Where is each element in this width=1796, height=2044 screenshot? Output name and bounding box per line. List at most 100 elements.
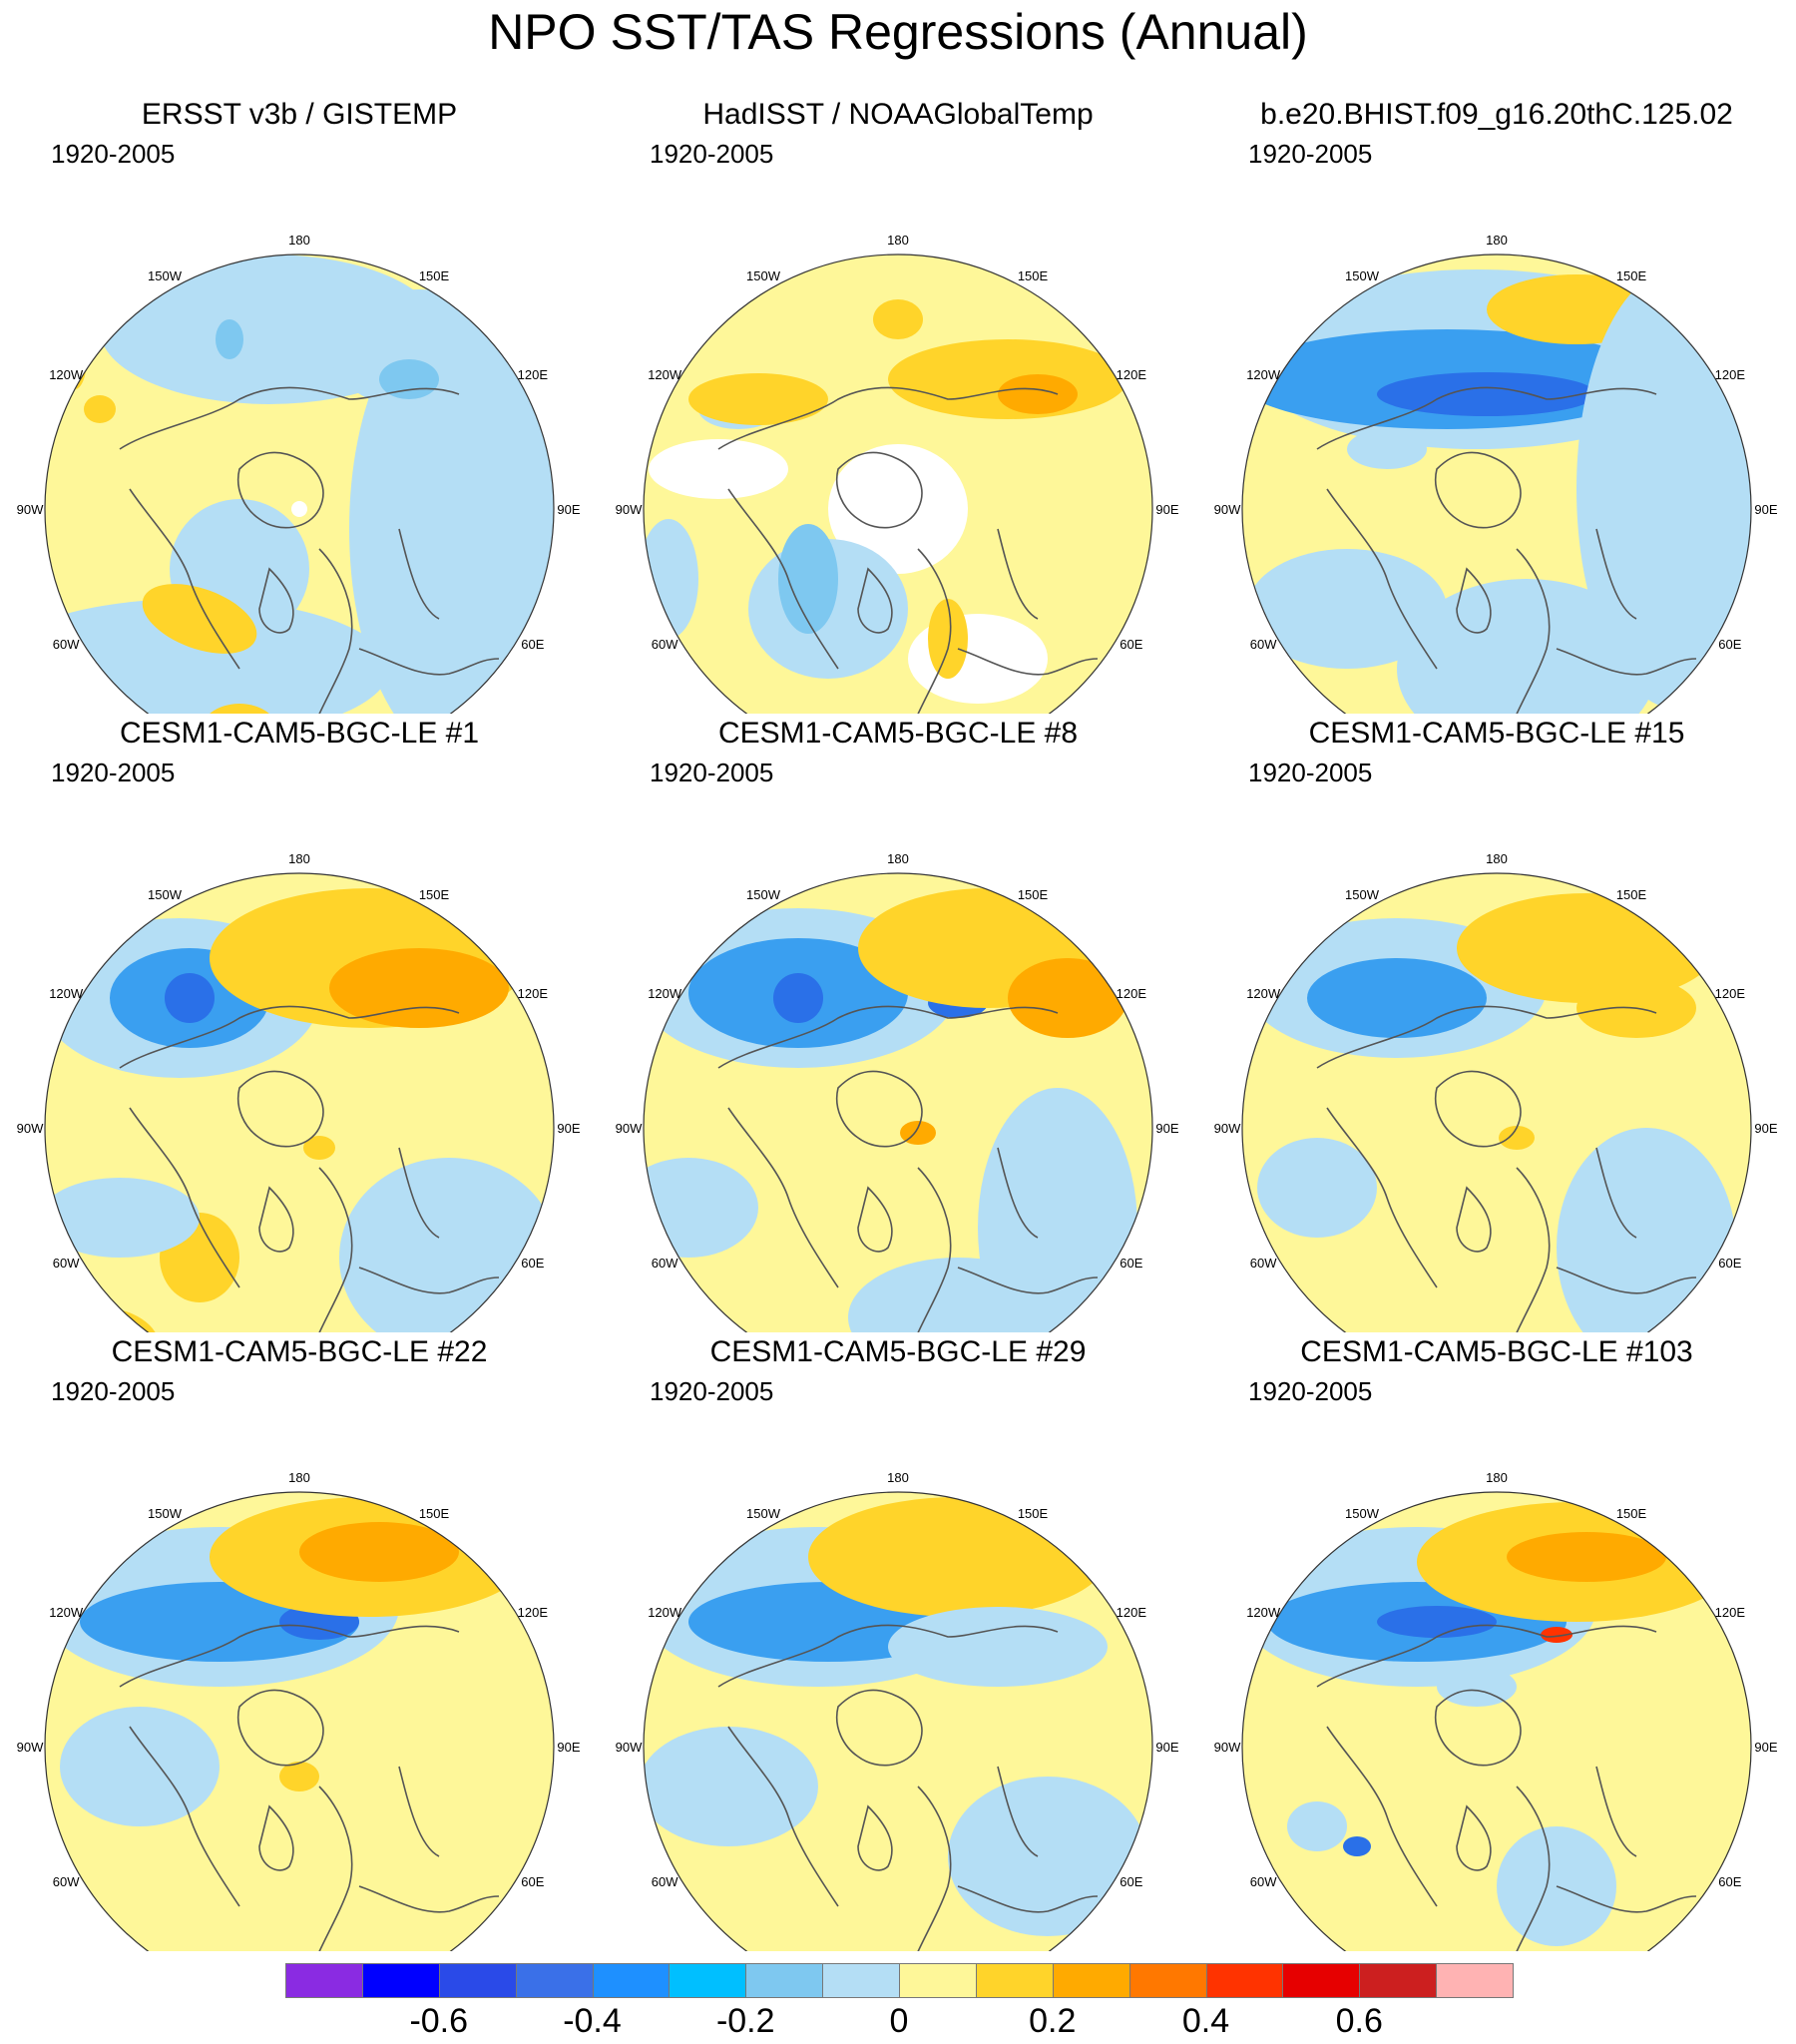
colorbar-swatch xyxy=(1436,1963,1514,1998)
panel-title: CESM1-CAM5-BGC-LE #103 xyxy=(1300,1335,1693,1368)
coastline xyxy=(997,528,1039,620)
coastline xyxy=(308,1786,353,1951)
longitude-label: 60E xyxy=(1718,1874,1741,1889)
longitude-label: 180 xyxy=(887,233,909,248)
longitude-label: 150E xyxy=(419,887,450,902)
longitude-label: 150E xyxy=(1616,268,1647,283)
longitude-label: 60W xyxy=(1250,637,1277,652)
coastline xyxy=(358,648,500,676)
map-panel: b.e20.BHIST.f09_g16.20thC.125.02 1920-200… xyxy=(1197,95,1796,714)
longitude-label: 90E xyxy=(1155,1121,1178,1136)
coastline xyxy=(957,648,1099,676)
coastline xyxy=(358,1267,500,1294)
longitude-label: 120W xyxy=(648,1605,682,1620)
longitude-label: 180 xyxy=(1486,233,1508,248)
longitude-label: 60E xyxy=(1120,637,1142,652)
coastline xyxy=(129,1107,240,1288)
longitude-label: 150E xyxy=(1018,887,1049,902)
coastline xyxy=(1435,1689,1522,1767)
coastline xyxy=(1506,1167,1551,1332)
longitude-label: 90E xyxy=(1754,1740,1777,1755)
coastline xyxy=(1316,386,1657,450)
coastline xyxy=(1506,548,1551,714)
coastline xyxy=(258,567,294,634)
regression-contour-zero-neg xyxy=(948,1777,1147,1936)
longitude-label: 60E xyxy=(1718,1256,1741,1271)
coastline xyxy=(119,386,460,450)
longitude-label: 120W xyxy=(648,367,682,382)
longitude-label: 90W xyxy=(616,1121,643,1136)
longitude-label: 150W xyxy=(1345,887,1380,902)
coastline xyxy=(957,1267,1099,1294)
regression-contour-neg-2 xyxy=(1307,958,1487,1038)
colorbar-swatch xyxy=(975,1963,1054,1998)
coastline xyxy=(237,1070,324,1148)
coastline xyxy=(1435,1070,1522,1148)
colorbar-swatch xyxy=(1282,1963,1361,1998)
period-label: 1920-2005 xyxy=(646,139,778,169)
longitude-label: 150E xyxy=(1616,1506,1647,1521)
map-panel: ERSST v3b / GISTEMP 1920-2005 180 150E 120E 9… xyxy=(0,95,599,714)
coastline xyxy=(398,1147,440,1239)
coastline xyxy=(717,386,1059,450)
longitude-label: 60W xyxy=(1250,1256,1277,1271)
coastline xyxy=(1556,648,1697,676)
map-panel: HadISST / NOAAGlobalTemp 1920-2005 180 150E… xyxy=(599,95,1197,714)
coastline xyxy=(1556,1267,1697,1294)
coastline xyxy=(727,1726,839,1907)
regression-contour-zero-neg xyxy=(1247,549,1447,669)
longitude-label: 60W xyxy=(652,637,678,652)
figure-title: NPO SST/TAS Regressions (Annual) xyxy=(488,4,1308,60)
map-boundary xyxy=(643,872,1153,1332)
longitude-label: 120W xyxy=(1246,986,1281,1001)
longitude-label: 180 xyxy=(887,1470,909,1485)
regression-contour-pos-1 xyxy=(688,373,828,425)
coastline xyxy=(907,548,952,714)
coastline xyxy=(119,1624,460,1688)
coastline xyxy=(727,1107,839,1288)
regression-contour-pos-2 xyxy=(299,1522,459,1582)
colorbar-swatch xyxy=(1052,1963,1130,1998)
longitude-label: 120W xyxy=(1246,367,1281,382)
coastline xyxy=(1506,1786,1551,1951)
regression-contour-pos-1 xyxy=(928,599,968,679)
regression-contour-zero-neg xyxy=(60,1707,220,1826)
longitude-label: 60E xyxy=(521,637,544,652)
coastline xyxy=(1326,1107,1438,1288)
longitude-label: 150W xyxy=(148,268,183,283)
longitude-label: 60E xyxy=(521,1256,544,1271)
longitude-label: 90W xyxy=(616,1740,643,1755)
colorbar: -0.6 -0.4 -0.2 0 0.2 0.4 0.6 xyxy=(285,1963,1514,2041)
polar-map: 180150E120E90E60E30E030W60W90W120W150W xyxy=(17,1470,581,1951)
polar-map: 180150E120E90E60E30E030W60W90W120W150W xyxy=(1214,1470,1778,1951)
coastline xyxy=(997,1147,1039,1239)
longitude-label: 120E xyxy=(1715,367,1746,382)
coastline xyxy=(1595,1147,1637,1239)
longitude-label: 120E xyxy=(1117,1605,1147,1620)
coastline xyxy=(907,1786,952,1951)
longitude-label: 60E xyxy=(1718,637,1741,652)
longitude-label: 60W xyxy=(53,1256,80,1271)
map-boundary xyxy=(1241,254,1752,714)
regression-contour-zero-neg xyxy=(1257,1138,1377,1238)
coastline xyxy=(1316,1005,1657,1069)
longitude-label: 120E xyxy=(1715,1605,1746,1620)
coastline xyxy=(1556,1885,1697,1913)
longitude-label: 120E xyxy=(1117,986,1147,1001)
longitude-label: 60W xyxy=(1250,1874,1277,1889)
longitude-label: 90W xyxy=(17,1740,44,1755)
regression-contour-pos-1 xyxy=(808,1497,1108,1617)
period-label: 1920-2005 xyxy=(47,1376,180,1406)
longitude-label: 90W xyxy=(1214,1121,1241,1136)
regression-contour-neg-3 xyxy=(1377,372,1596,416)
longitude-label: 180 xyxy=(1486,1470,1508,1485)
colorbar-swatch xyxy=(285,1963,363,1998)
regression-contour-neg-3 xyxy=(773,973,823,1023)
coastline xyxy=(1456,1186,1492,1253)
longitude-label: 180 xyxy=(887,851,909,866)
longitude-label: 120E xyxy=(518,367,549,382)
coastline xyxy=(997,1766,1039,1857)
regression-contour-zero-neg xyxy=(848,1258,1068,1332)
longitude-label: 150E xyxy=(419,1506,450,1521)
longitude-label: 180 xyxy=(288,851,310,866)
